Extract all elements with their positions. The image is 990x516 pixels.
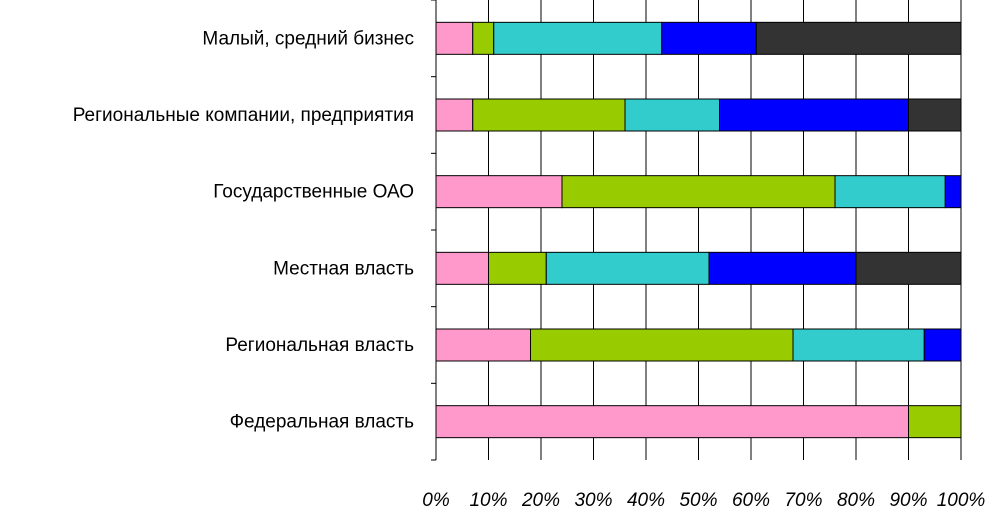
x-tick-label: 70% [784,490,822,511]
x-tick-label: 20% [521,490,560,511]
category-label: Региональные компании, предприятия [73,105,414,126]
x-tick-label: 80% [837,490,875,511]
x-tick-label: 90% [889,490,927,511]
category-labels: Малый, средний бизнес Региональные компан… [73,28,414,432]
bar-segment [472,98,626,132]
bar-segments [435,21,962,439]
bar-segment [855,251,962,285]
x-tick-label: 60% [732,490,770,511]
bar-segment [435,175,563,209]
bar-segment [435,405,909,439]
x-tick-label: 40% [627,490,665,511]
bar-segment [561,175,836,209]
bar-segment [908,405,962,439]
bar-segment [661,21,757,55]
bar-segment [755,21,962,55]
bar-segment [908,98,962,132]
bar-segment [472,21,495,55]
bar-segment [792,328,925,362]
x-tick-labels: 0% 10% 20% 30% 40% 50% 60% 70% 80% 90% 100% [422,490,985,511]
bar-segment [545,251,710,285]
bar-segment [624,98,720,132]
x-tick-label: 0% [422,490,450,511]
category-axis [431,0,437,461]
bar-segment [435,98,474,132]
bar-segment [834,175,946,209]
bar-segment [435,328,531,362]
category-label: Малый, средний бизнес [202,28,414,49]
bar-segment [435,251,489,285]
category-label: Государственные ОАО [213,182,414,203]
bar-segment [435,21,474,55]
bar-segment [488,251,547,285]
x-tick-label: 100% [937,490,986,511]
bar-segment [719,98,909,132]
category-label: Региональная власть [225,335,414,356]
x-tick-label: 30% [574,490,612,511]
x-tick-label: 50% [679,490,717,511]
category-label: Федеральная власть [230,412,415,433]
gridlines [435,0,962,460]
x-tick-label: 10% [469,490,507,511]
bar-segment [493,21,663,55]
bar-segment [530,328,794,362]
bar-segment [944,175,962,209]
bar-segment [923,328,962,362]
bar-segment [708,251,857,285]
category-label: Местная власть [273,258,414,279]
